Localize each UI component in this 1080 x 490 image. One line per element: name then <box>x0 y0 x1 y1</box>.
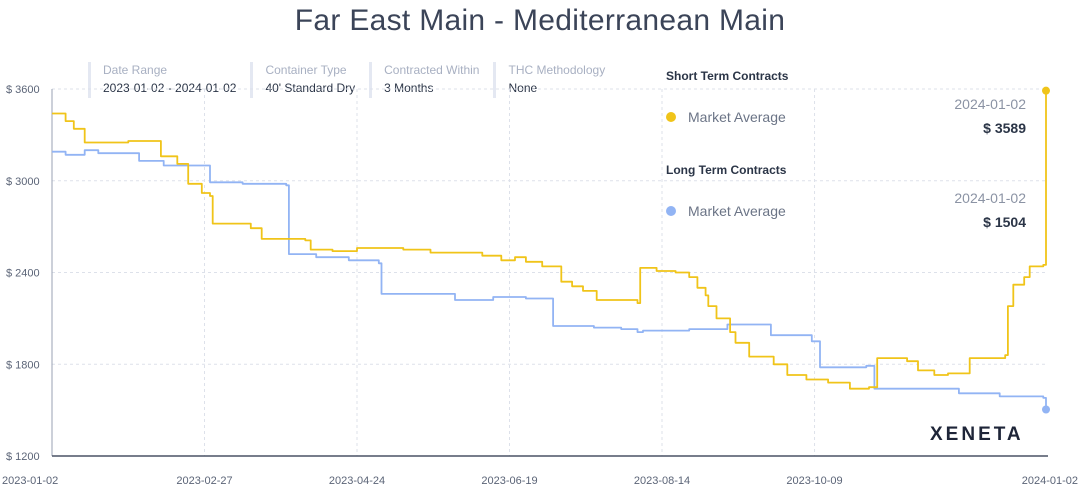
y-tick-label: $ 1200 <box>6 451 40 463</box>
long-term-dot-icon <box>666 205 676 216</box>
short-term-dot-icon <box>666 111 676 122</box>
filter-label: Contracted Within <box>384 63 480 77</box>
y-tick-label: $ 3600 <box>6 84 40 96</box>
x-tick-label: 2023-08-14 <box>634 475 690 487</box>
filter-thc-methodology[interactable]: THC Methodology None <box>493 62 605 98</box>
filter-value: 2023-01-02 - 2024-01-02 <box>103 81 237 95</box>
legend-long-date: 2024-01-02 <box>954 190 1026 206</box>
legend-short-heading: Short Term Contracts <box>666 69 789 83</box>
legend-long-name: Market Average <box>688 202 786 219</box>
x-tick-label: 2023-01-02 <box>2 475 58 487</box>
legend-short-name: Market Average <box>688 108 786 125</box>
filter-date-range[interactable]: Date Range 2023-01-02 - 2024-01-02 <box>88 62 236 98</box>
x-tick-label: 2023-04-24 <box>329 475 385 487</box>
long-term-series-line <box>52 149 1047 410</box>
x-tick-label: 2023-06-19 <box>481 475 537 487</box>
legend-short-value: $ 3589 <box>983 120 1026 136</box>
chart-title: Far East Main - Mediterranean Main <box>294 4 786 37</box>
x-tick-label: 2023-02-27 <box>176 475 232 487</box>
x-tick-label: 2023-10-09 <box>786 475 842 487</box>
legend-long-value: $ 1504 <box>983 214 1026 230</box>
filter-value: 3 Months <box>384 81 434 95</box>
filter-value: 40' Standard Dry <box>265 81 356 95</box>
filter-bar: Date Range 2023-01-02 - 2024-01-02 Conta… <box>88 62 619 98</box>
legend-short-date: 2024-01-02 <box>954 96 1026 112</box>
filter-contracted-within[interactable]: Contracted Within 3 Months <box>369 62 479 98</box>
short-term-end-point <box>1042 86 1050 95</box>
x-tick-label: 2024-01-02 <box>1022 475 1078 487</box>
legend-short-row[interactable]: Market Average <box>666 108 1022 126</box>
filter-label: THC Methodology <box>508 63 606 77</box>
xeneta-logo: XENETA <box>930 424 1024 445</box>
filter-label: Date Range <box>103 63 168 77</box>
filter-label: Container Type <box>265 63 347 77</box>
legend-long-heading: Long Term Contracts <box>666 163 787 177</box>
y-tick-label: $ 2400 <box>6 268 40 280</box>
long-term-end-point <box>1042 405 1050 414</box>
filter-value: None <box>508 81 538 95</box>
y-tick-label: $ 1800 <box>6 359 40 371</box>
short-term-series-line <box>52 90 1047 390</box>
y-tick-label: $ 3000 <box>6 176 40 188</box>
legend-long-row[interactable]: Market Average <box>666 202 1022 220</box>
filter-container-type[interactable]: Container Type 40' Standard Dry <box>250 62 355 98</box>
